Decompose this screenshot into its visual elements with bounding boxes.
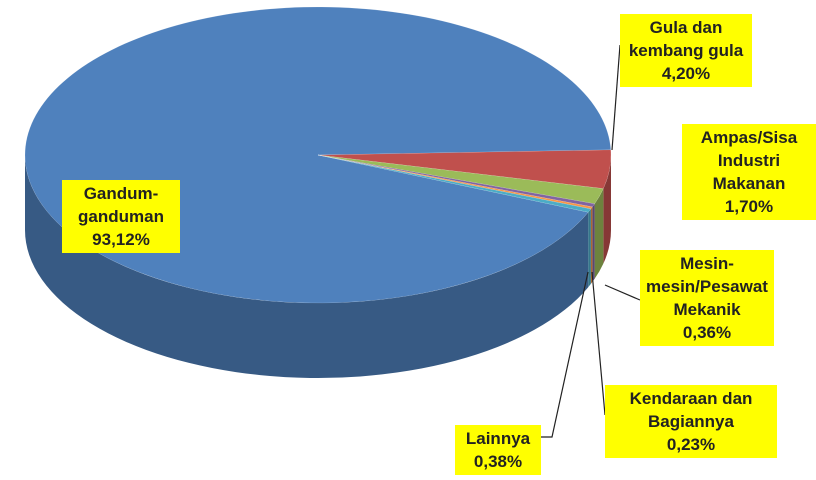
slice-side: [590, 206, 593, 284]
category-label: Gandum-ganduman: [78, 184, 164, 226]
slice-label: Kendaraan dan Bagiannya 0,23%: [605, 385, 777, 458]
value-label: 93,12%: [92, 230, 150, 249]
value-label: 4,20%: [661, 64, 711, 83]
slice: [317, 154, 593, 210]
slice-side: [592, 203, 595, 282]
slice-label: Ampas/Sisa Industri Makanan 1,70%: [682, 124, 816, 220]
value-label: 0,36%: [682, 323, 732, 342]
leader-line: [604, 284, 641, 301]
slice: [317, 154, 604, 205]
slice-label: Lainnya 0,38%: [455, 425, 541, 475]
value-label: 0,38%: [473, 452, 523, 471]
slice-label: Mesin-mesin/Pesawat Mekanik 0,36%: [640, 250, 774, 346]
leader-lines: [540, 44, 641, 438]
leader-line: [540, 271, 589, 438]
slice-side: [25, 155, 589, 378]
slice-side: [588, 208, 591, 288]
category-label: Gula dan kembang gula: [628, 18, 744, 60]
slice-side: [594, 188, 604, 279]
category-label: Mesin-mesin/Pesawat Mekanik: [646, 254, 768, 319]
category-label: Ampas/Sisa Industri Makanan: [700, 128, 798, 193]
slice: [317, 154, 596, 208]
slice: [317, 149, 612, 189]
value-label: 1,70%: [724, 197, 774, 216]
slice-side: [603, 155, 611, 264]
leader-line: [591, 271, 606, 416]
value-label: 0,23%: [666, 435, 716, 454]
category-label: Kendaraan dan Bagiannya: [629, 389, 753, 431]
category-label: Lainnya: [465, 429, 531, 448]
slice: [317, 154, 592, 213]
slice-label: Gula dan kembang gula 4,20%: [620, 14, 752, 87]
leader-line: [611, 44, 621, 151]
slice-label: Gandum-ganduman 93,12%: [62, 180, 180, 253]
